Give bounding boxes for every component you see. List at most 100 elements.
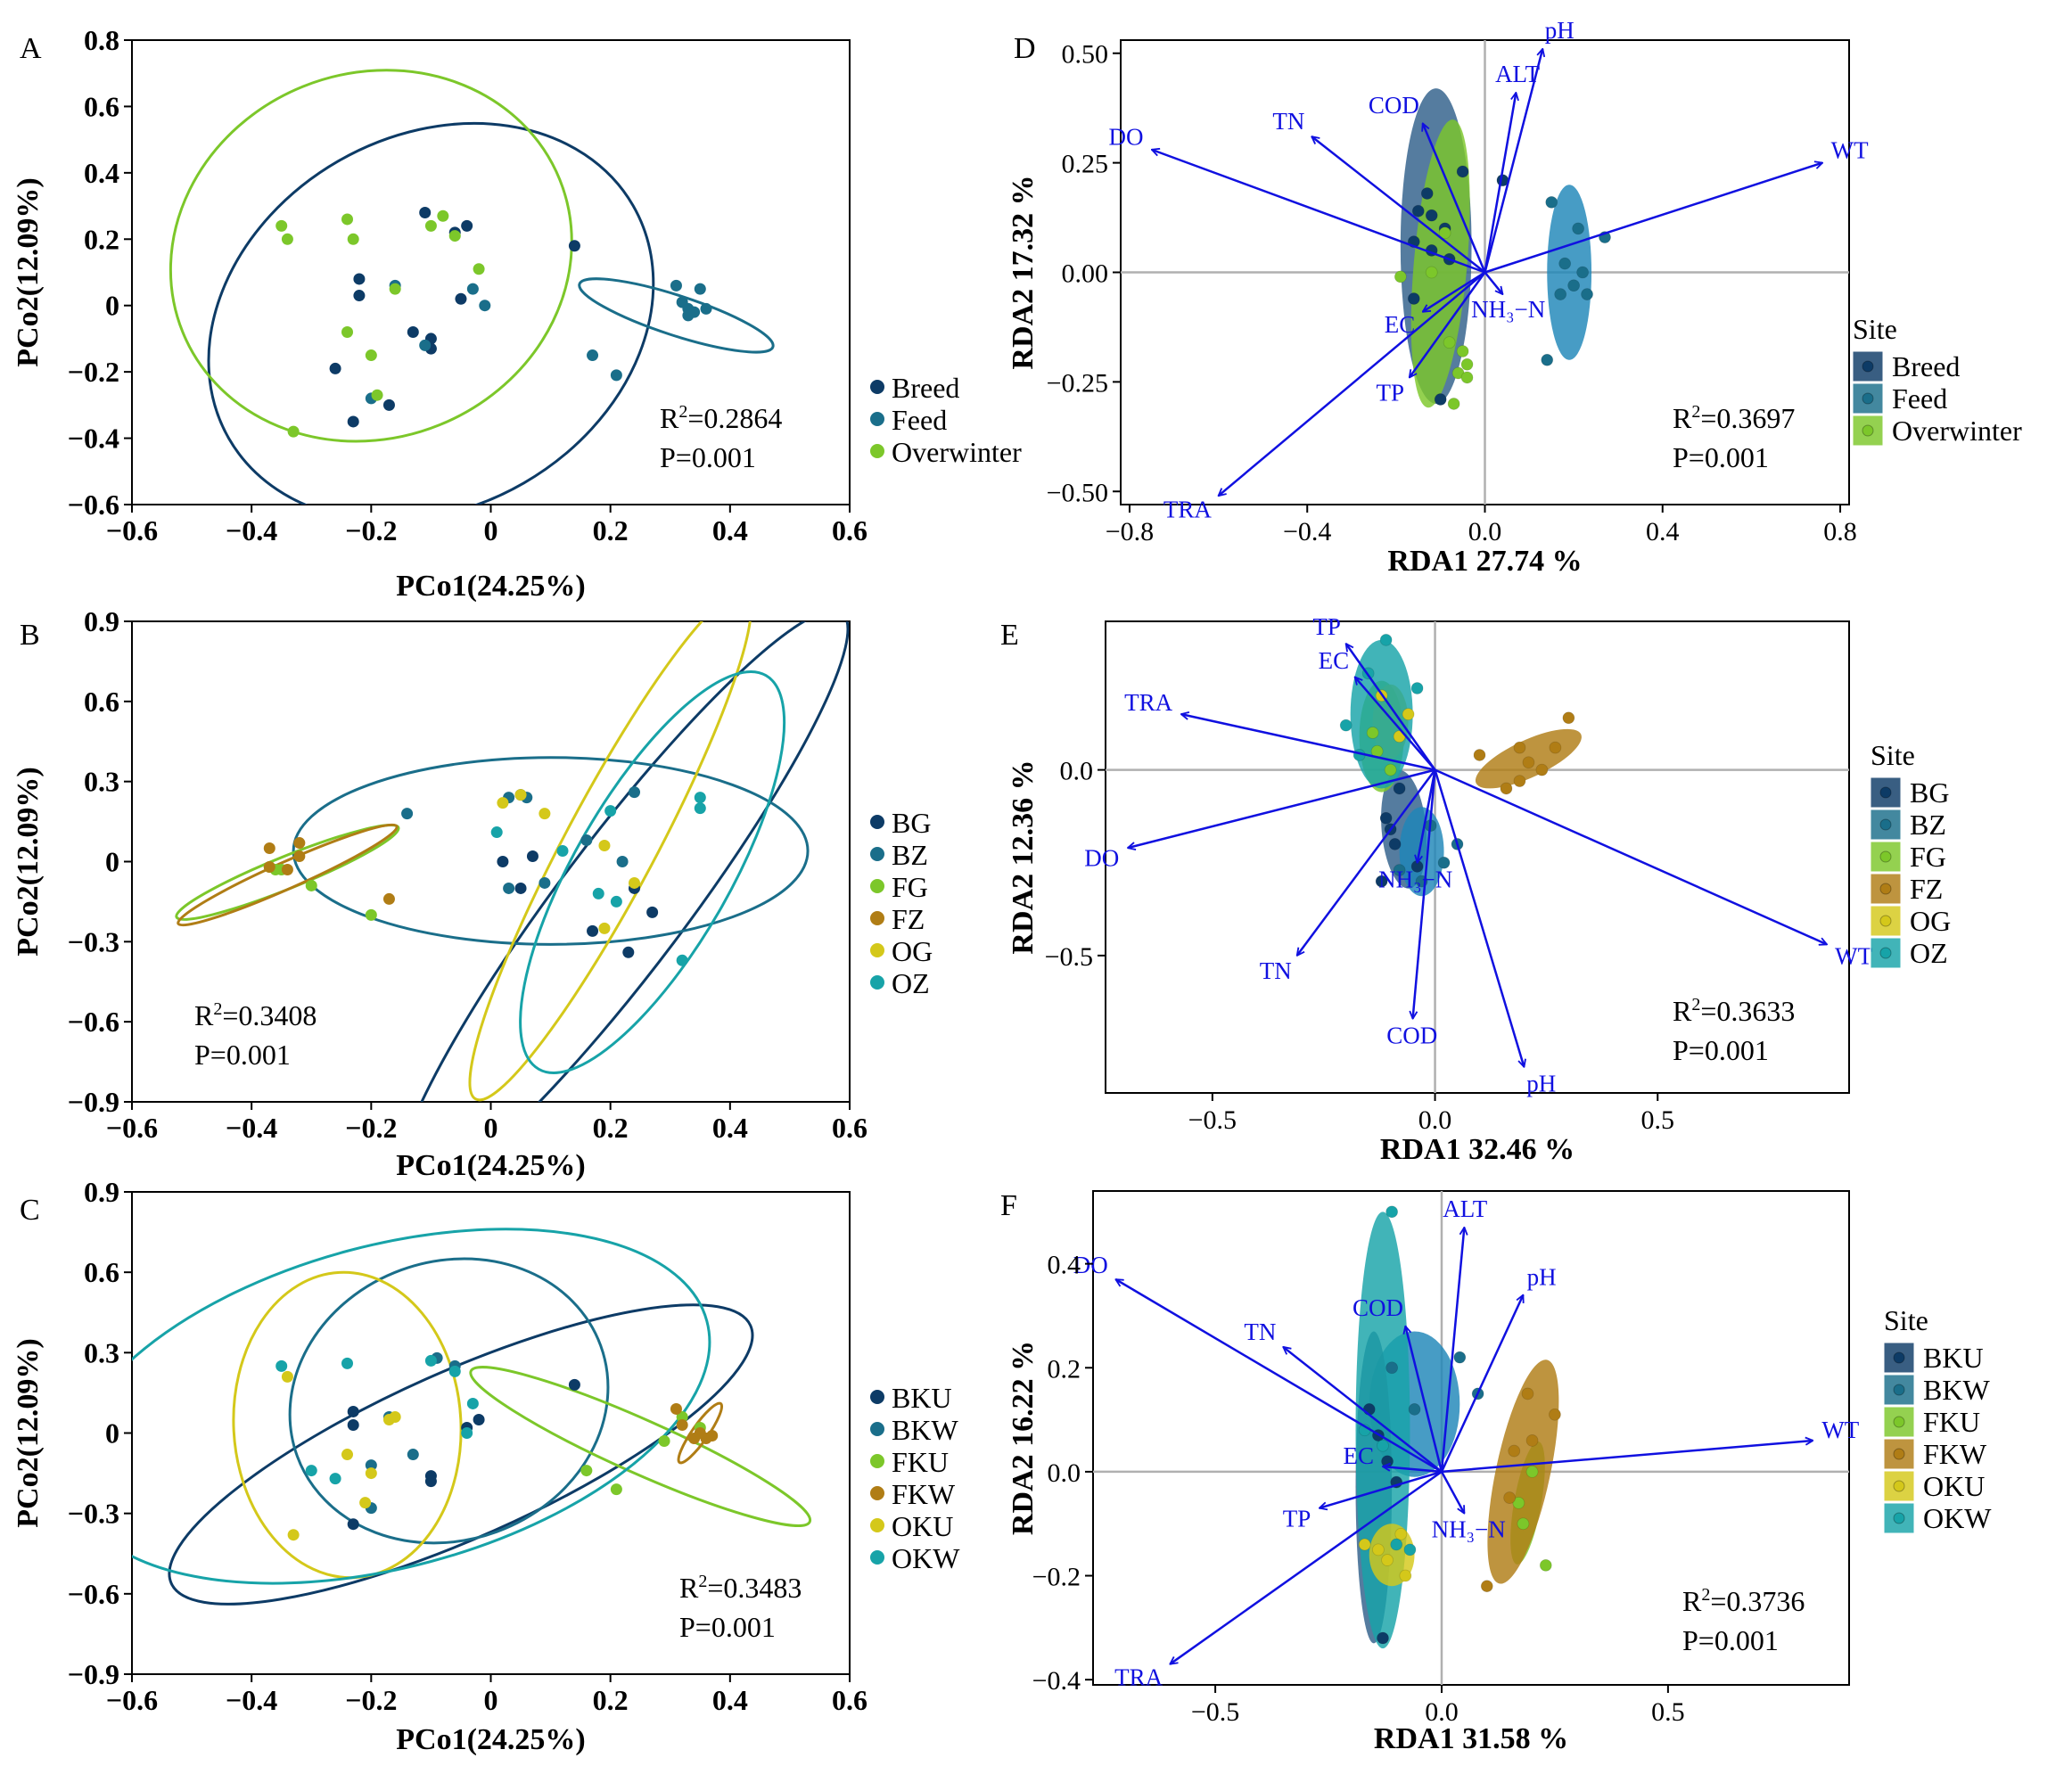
data-point xyxy=(1521,1387,1534,1400)
env-arrow-WT xyxy=(1441,1441,1813,1474)
data-point xyxy=(287,425,300,438)
data-point xyxy=(676,954,688,966)
stat-p: P=0.001 xyxy=(194,1039,291,1071)
data-point xyxy=(1456,165,1469,178)
data-point xyxy=(1554,288,1567,300)
data-point xyxy=(455,292,467,305)
data-point xyxy=(1460,357,1474,371)
y-tick-label: 0.6 xyxy=(84,686,119,718)
legend-label: BKW xyxy=(1923,1374,1990,1406)
ellipse-BKW xyxy=(288,1257,610,1545)
plot-frame xyxy=(131,39,851,505)
x-tick-label: 0.2 xyxy=(593,1684,629,1716)
y-tick-label: 0.4 xyxy=(1048,1251,1081,1280)
data-point xyxy=(539,808,551,820)
env-arrow-EC xyxy=(1423,271,1486,312)
data-point xyxy=(556,845,569,858)
x-tick-label: −0.8 xyxy=(1106,517,1154,546)
legend-label: OKW xyxy=(1923,1502,1992,1534)
legend-key-dot xyxy=(870,1486,884,1500)
ellipse-Overwinter xyxy=(169,69,573,443)
data-point xyxy=(1372,1543,1385,1557)
legend-key-dot xyxy=(870,1454,884,1468)
data-point xyxy=(287,1529,300,1541)
y-tick-label: 0 xyxy=(105,846,119,878)
x-tick-label: −0.6 xyxy=(106,1112,158,1144)
panel-letter: B xyxy=(20,619,40,652)
data-point xyxy=(341,213,353,226)
data-point xyxy=(568,1378,580,1391)
legend-label: BZ xyxy=(892,839,928,871)
legend-key-dot xyxy=(1879,850,1892,863)
data-point xyxy=(1339,719,1353,732)
data-point xyxy=(281,863,293,875)
legend-label: OKU xyxy=(1923,1470,1985,1502)
x-tick-label: 0.0 xyxy=(1468,517,1502,546)
data-point xyxy=(1358,1538,1371,1551)
data-point xyxy=(1420,187,1434,200)
env-arrow-label: COD xyxy=(1353,1294,1403,1321)
stat-p: P=0.001 xyxy=(1673,441,1769,473)
data-point xyxy=(347,415,359,428)
ellipse-BG xyxy=(395,621,850,1102)
env-arrow-label: COD xyxy=(1369,92,1419,119)
x-tick-label: 0.5 xyxy=(1641,1105,1675,1135)
data-point xyxy=(497,797,509,809)
data-point xyxy=(568,240,580,252)
panel-F: F DO TN COD ALT pH WT EC TP NH₃−N TRA −0.5 0.0 0.5 −0.… xyxy=(1000,1189,1992,1755)
data-point xyxy=(329,362,341,374)
legend-key-dot xyxy=(1893,1512,1905,1524)
y-axis-label: RDA2 16.22 % xyxy=(1007,1341,1040,1535)
data-point xyxy=(365,908,377,921)
data-point xyxy=(706,1430,719,1442)
data-point xyxy=(329,1473,341,1485)
data-point xyxy=(1525,1434,1539,1447)
env-arrow-COD xyxy=(1423,123,1486,273)
data-point xyxy=(263,842,275,855)
data-point xyxy=(503,882,515,894)
legend-label: BKU xyxy=(892,1382,952,1414)
x-tick-label: 0 xyxy=(484,514,498,546)
env-arrow-ALT xyxy=(1440,1228,1464,1473)
y-tick-label: 0.0 xyxy=(1048,1458,1081,1488)
ellipse-OG xyxy=(468,621,752,1102)
legend-key-dot xyxy=(1879,947,1892,959)
ellipse-BZ xyxy=(292,756,810,946)
y-tick-label: 0.2 xyxy=(1048,1354,1081,1384)
data-point xyxy=(1567,279,1581,292)
legend-key-dot xyxy=(870,1550,884,1565)
legend-label: FG xyxy=(1910,841,1946,873)
env-arrow-label: pH xyxy=(1527,1264,1557,1291)
data-point xyxy=(365,1467,377,1480)
data-point xyxy=(514,882,527,894)
data-point xyxy=(658,1435,670,1448)
env-arrow-COD xyxy=(1413,769,1436,1019)
env-arrow-pH xyxy=(1440,1295,1523,1473)
legend-key-dot xyxy=(870,879,884,893)
y-tick-label: −0.2 xyxy=(1032,1563,1081,1592)
data-point xyxy=(694,1427,706,1439)
env-arrow-DO xyxy=(1115,1278,1443,1473)
legend-key-dot xyxy=(870,975,884,990)
data-point xyxy=(353,290,366,302)
env-arrow-EC xyxy=(1383,1466,1443,1474)
x-tick-label: 0.2 xyxy=(593,514,629,546)
env-arrow-pH xyxy=(1434,769,1525,1067)
data-point xyxy=(1425,209,1438,222)
data-point xyxy=(1558,257,1572,270)
y-tick-label: −0.2 xyxy=(68,356,119,388)
env-arrow-EC xyxy=(1355,677,1436,771)
data-point xyxy=(587,924,599,937)
legend-key-dot xyxy=(1862,424,1874,437)
env-arrow-label: DO xyxy=(1084,845,1119,872)
data-point xyxy=(497,856,509,867)
ellipse-OZ xyxy=(519,669,786,1074)
x-tick-label: −0.5 xyxy=(1188,1105,1237,1135)
x-tick-label: −0.4 xyxy=(226,1112,277,1144)
x-tick-label: −0.2 xyxy=(345,1684,397,1716)
data-point xyxy=(1384,763,1397,776)
data-point xyxy=(700,302,712,315)
data-point xyxy=(616,856,629,867)
